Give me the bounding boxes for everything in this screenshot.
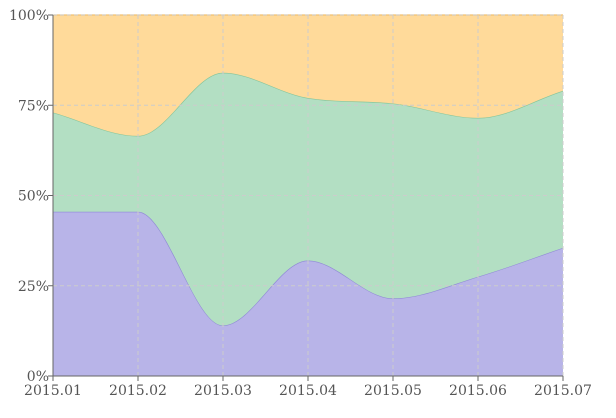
series-area-3 (53, 15, 563, 136)
series-area-1 (53, 211, 563, 376)
x-tick-label: 2015.04 (279, 383, 337, 399)
y-tick-label: 100% (9, 8, 49, 24)
y-tick-label: 50% (18, 189, 49, 205)
y-axis-ticks: 0% 25% 50% 75% 100% (9, 8, 53, 385)
y-tick-label: 0% (27, 369, 49, 385)
x-tick-label: 2015.05 (364, 383, 422, 399)
x-tick-label: 2015.06 (449, 383, 507, 399)
x-tick-label: 2015.03 (194, 383, 252, 399)
series-line-1 (53, 211, 564, 327)
x-tick-label: 2015.02 (109, 383, 167, 399)
y-tick-label: 25% (18, 279, 49, 295)
x-tick-label: 2015.07 (534, 383, 592, 399)
grid-lines (53, 14, 564, 376)
x-axis-ticks: 2015.01 2015.02 2015.03 2015.04 2015.05 2015.… (24, 376, 592, 399)
x-tick-label: 2015.01 (24, 383, 82, 399)
y-tick-label: 75% (18, 98, 49, 114)
